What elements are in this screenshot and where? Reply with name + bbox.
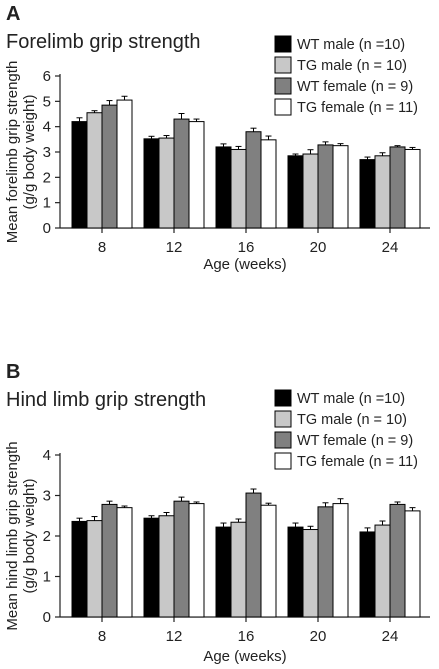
x-tick-label-a: 16: [238, 239, 255, 256]
bar-b: [188, 503, 205, 618]
bar-a: [188, 121, 205, 229]
bar-a: [359, 159, 376, 229]
panel-a: A Forelimb grip strength WT male (n =10)…: [4, 3, 430, 273]
legend-label-a: WT male (n =10): [297, 37, 405, 53]
y-tick-label-b: 4: [43, 447, 51, 464]
x-axis-title-b: Age (weeks): [203, 648, 286, 665]
bar-a: [389, 146, 406, 229]
bar-a: [158, 137, 175, 229]
bar-b: [245, 492, 262, 618]
y-tick-label-b: 0: [43, 609, 51, 626]
bar-b: [116, 507, 133, 618]
bar-b: [389, 503, 406, 618]
bar-a: [404, 148, 421, 229]
legend-swatch-b: [274, 410, 292, 428]
bar-a: [116, 99, 133, 229]
x-tick-label-b: 24: [382, 628, 399, 645]
x-axis-title-a: Age (weeks): [203, 256, 286, 273]
bar-b: [359, 531, 376, 618]
bar-a: [230, 148, 247, 229]
legend-swatch-a: [274, 56, 292, 74]
bar-a: [287, 155, 304, 229]
legend-label-a: TG female (n = 11): [297, 100, 418, 116]
bar-b: [143, 517, 160, 618]
legend-label-b: WT female (n = 9): [297, 433, 413, 449]
y-tick-label-a: 0: [43, 220, 51, 237]
bar-a: [260, 139, 277, 229]
bar-b: [287, 526, 304, 618]
x-tick-label-b: 16: [238, 628, 255, 645]
bar-b: [404, 510, 421, 618]
y-axis-title-b: Mean hind limb grip strength (g/g body we…: [4, 441, 38, 630]
x-tick-label-a: 12: [166, 239, 183, 256]
chart-title-b: Hind limb grip strength: [6, 389, 206, 411]
y-axis-title-line-b: (g/g body weight): [21, 478, 38, 593]
legend-swatch-b: [274, 452, 292, 470]
bar-b: [230, 521, 247, 618]
y-tick-label-b: 1: [43, 569, 51, 586]
panel-letter-a: A: [6, 3, 20, 25]
panel-letter-b: B: [6, 361, 20, 383]
legend-label-b: TG female (n = 11): [297, 454, 418, 470]
legend-swatch-a: [274, 77, 292, 95]
bar-b: [317, 506, 334, 618]
chart-title-a: Forelimb grip strength: [6, 31, 201, 53]
bar-a: [143, 138, 160, 229]
bar-b: [86, 520, 103, 618]
x-tick-label-b: 20: [310, 628, 327, 645]
bar-b: [158, 515, 175, 618]
x-tick-label-a: 24: [382, 239, 399, 256]
bar-a: [332, 145, 349, 229]
x-tick-label-a: 20: [310, 239, 327, 256]
y-tick-label-a: 3: [43, 144, 51, 161]
x-tick-label-a: 8: [98, 239, 106, 256]
bar-a: [317, 144, 334, 229]
legend-a: WT male (n =10) TG male (n = 10) WT female…: [274, 35, 418, 116]
y-tick-label-a: 5: [43, 93, 51, 110]
x-tick-label-b: 8: [98, 628, 106, 645]
legend-label-b: TG male (n = 10): [297, 412, 407, 428]
bar-b: [101, 503, 118, 618]
bar-a: [215, 146, 232, 229]
legend-swatch-b: [274, 431, 292, 449]
bar-a: [101, 104, 118, 229]
bar-b: [302, 529, 319, 618]
bar-a: [374, 155, 391, 229]
panel-b: B Hind limb grip strength WT male (n =10…: [4, 361, 430, 665]
bar-b: [71, 520, 88, 618]
bar-a: [302, 153, 319, 229]
legend-swatch-a: [274, 35, 292, 53]
y-tick-label-a: 4: [43, 119, 51, 136]
bar-b: [215, 526, 232, 618]
x-tick-label-b: 12: [166, 628, 183, 645]
legend-swatch-a: [274, 98, 292, 116]
legend-swatch-b: [274, 389, 292, 407]
y-tick-label-a: 2: [43, 169, 51, 186]
y-tick-label-a: 6: [43, 68, 51, 85]
bar-b: [260, 504, 277, 618]
legend-label-b: WT male (n =10): [297, 391, 405, 407]
legend-b: WT male (n =10) TG male (n = 10) WT female…: [274, 389, 418, 470]
y-axis-title-line-a: Mean forelimb grip strength: [4, 61, 21, 244]
bar-a: [173, 118, 190, 229]
y-axis-title-a: Mean forelimb grip strength (g/g body wei…: [4, 61, 38, 244]
y-tick-label-b: 2: [43, 528, 51, 545]
bar-b: [332, 503, 349, 618]
bar-b: [173, 500, 190, 618]
bar-a: [86, 112, 103, 229]
bar-a: [245, 131, 262, 229]
y-tick-label-a: 1: [43, 195, 51, 212]
legend-label-a: TG male (n = 10): [297, 58, 407, 74]
bar-a: [71, 121, 88, 229]
y-tick-label-b: 3: [43, 488, 51, 505]
y-axis-title-line-b: Mean hind limb grip strength: [4, 441, 21, 630]
legend-label-a: WT female (n = 9): [297, 79, 413, 95]
bar-b: [374, 524, 391, 618]
y-axis-title-line-a: (g/g body weight): [21, 94, 38, 209]
